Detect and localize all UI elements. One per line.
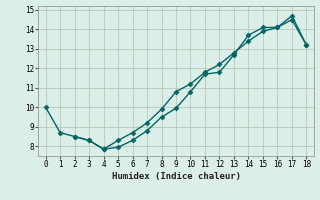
X-axis label: Humidex (Indice chaleur): Humidex (Indice chaleur)	[111, 172, 241, 181]
